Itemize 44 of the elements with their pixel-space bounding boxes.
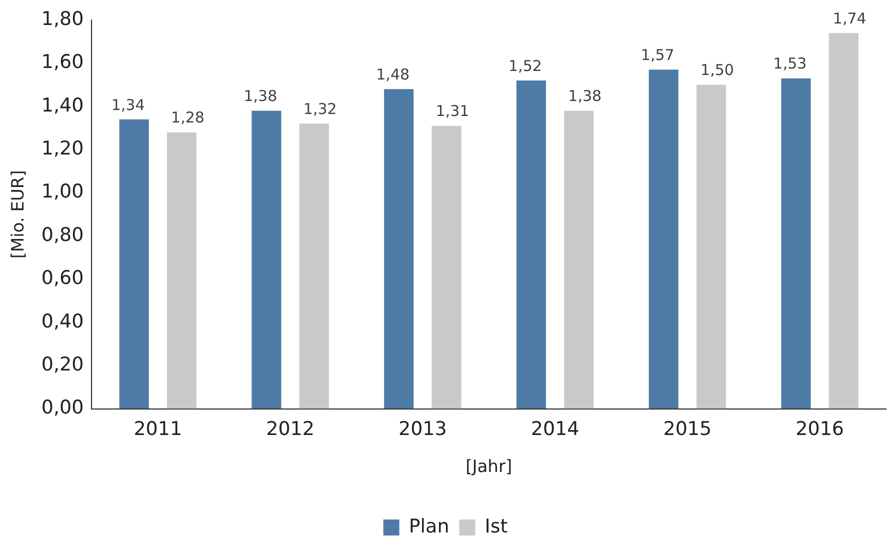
bar xyxy=(564,110,594,409)
y-tick-label: 0,60 xyxy=(41,267,84,290)
data-label: 1,53 xyxy=(773,54,807,73)
data-label: 1,48 xyxy=(376,66,410,84)
y-tick-label: 1,80 xyxy=(41,8,84,30)
data-label: 1,31 xyxy=(436,102,470,120)
data-label: 1,38 xyxy=(244,87,278,106)
x-tick-label: 2013 xyxy=(398,418,447,440)
x-tick-label: 2016 xyxy=(796,418,844,440)
bar xyxy=(166,132,196,409)
data-label: 1,50 xyxy=(700,61,734,80)
data-label: 1,28 xyxy=(171,108,204,127)
y-tick-label: 0,20 xyxy=(41,354,84,376)
bar xyxy=(781,78,811,409)
bar xyxy=(516,80,546,409)
y-axis-title: [Mio. EUR] xyxy=(8,170,29,259)
x-tick-label: 2011 xyxy=(134,418,182,440)
y-tick-label: 1,00 xyxy=(41,180,84,203)
y-tick-label: 1,40 xyxy=(41,94,84,116)
bar xyxy=(432,126,462,409)
data-label: 1,57 xyxy=(640,46,674,64)
legend-label: Plan xyxy=(408,515,450,538)
bar xyxy=(299,124,329,409)
bar xyxy=(828,32,858,409)
data-label: 1,52 xyxy=(508,56,542,75)
y-tick-label: 0,40 xyxy=(41,310,84,332)
y-tick-label: 0,00 xyxy=(41,396,84,419)
bar xyxy=(119,119,149,409)
x-tick-label: 2015 xyxy=(663,418,712,440)
y-tick-label: 0,80 xyxy=(41,224,84,246)
data-label: 1,38 xyxy=(568,87,602,106)
y-tick-label: 1,60 xyxy=(41,51,84,74)
x-tick-label: 2012 xyxy=(266,418,314,440)
data-label: 1,32 xyxy=(303,100,337,118)
legend-label: Ist xyxy=(484,515,508,538)
data-label: 1,74 xyxy=(832,9,866,28)
bar xyxy=(696,84,726,409)
bar xyxy=(648,70,678,409)
x-axis-title: [Jahr] xyxy=(466,457,512,478)
bar xyxy=(252,110,282,409)
data-label: 1,34 xyxy=(111,96,145,114)
y-tick-label: 1,20 xyxy=(41,138,84,160)
bar xyxy=(384,89,414,409)
x-tick-label: 2014 xyxy=(530,418,580,440)
